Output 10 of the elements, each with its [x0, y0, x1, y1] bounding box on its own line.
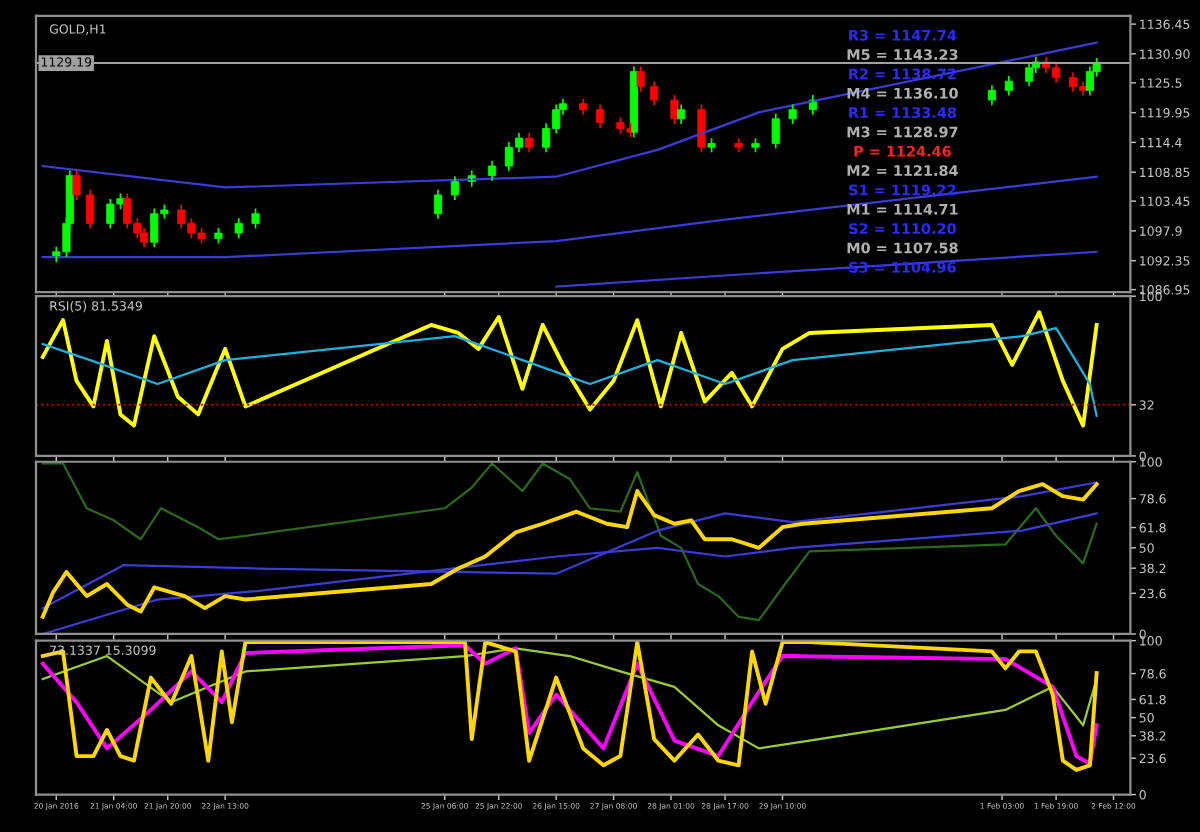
- line-series: [40, 310, 1099, 428]
- line-series: [41, 647, 1098, 750]
- candlestick: [106, 198, 115, 229]
- line-series: [41, 175, 1098, 259]
- candlestick: [72, 170, 81, 201]
- line-series: [41, 327, 1098, 418]
- candlestick: [251, 208, 260, 229]
- candlestick: [234, 218, 243, 239]
- candlestick: [636, 66, 645, 92]
- candlestick: [697, 104, 706, 153]
